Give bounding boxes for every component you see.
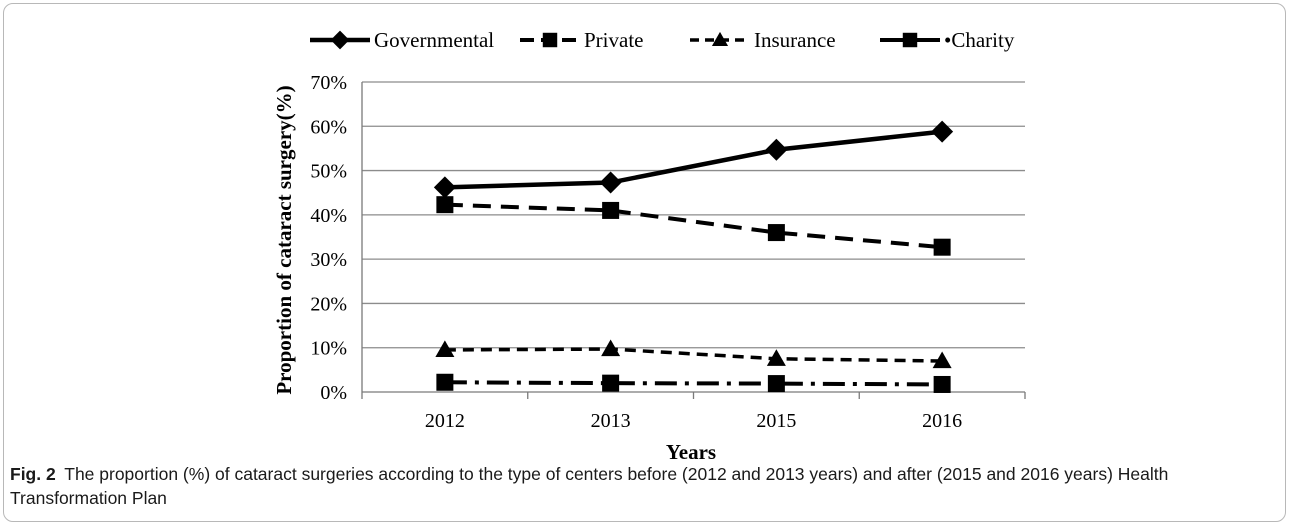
data-point-governmental <box>599 171 622 194</box>
y-tick-label: 70% <box>310 72 347 94</box>
legend-label-insurance: Insurance <box>754 28 836 52</box>
series-insurance <box>435 339 952 369</box>
x-tick-label: 2013 <box>591 410 631 432</box>
y-axis-label: Proportion of cataract surgery(%) <box>272 85 296 394</box>
x-tick-label: 2016 <box>922 410 962 432</box>
data-point-insurance <box>435 340 455 358</box>
y-tick-label: 10% <box>310 338 347 360</box>
legend-marker-charity <box>902 32 918 48</box>
data-point-insurance <box>766 349 786 366</box>
legend-marker-insurance <box>711 31 729 47</box>
x-axis-label: Years <box>666 440 716 460</box>
data-point-charity <box>767 375 785 393</box>
figure-label: Fig. 2 <box>10 464 56 484</box>
figure-frame <box>3 3 1286 522</box>
x-tick-label: 2012 <box>425 410 465 432</box>
legend-item-governmental: Governmental <box>310 28 494 52</box>
figure-caption: Fig. 2 The proportion (%) of cataract su… <box>10 462 1270 510</box>
legend-label-private: Private <box>584 28 643 52</box>
data-point-private <box>602 201 620 219</box>
series-private <box>436 196 951 256</box>
series-governmental <box>433 120 954 199</box>
legend-item-insurance: Insurance <box>690 28 836 52</box>
y-tick-label: 50% <box>310 161 347 183</box>
y-tick-label: 30% <box>310 249 347 271</box>
data-point-private <box>933 238 951 256</box>
legend: Governmental Private Insurance •Charity <box>310 28 1015 52</box>
series-line-governmental <box>444 129 943 190</box>
data-point-charity <box>436 373 454 391</box>
series-line-private <box>444 202 943 250</box>
legend-marker-governmental <box>330 30 350 50</box>
data-point-governmental <box>765 138 788 161</box>
data-point-insurance <box>601 339 621 357</box>
series-line-insurance <box>444 347 943 363</box>
line-chart: 0%10%20%30%40%50%60%70%2012 2013 2015 2016 … <box>272 28 1026 460</box>
legend-item-charity: •Charity <box>880 28 1015 52</box>
data-point-governmental <box>931 120 954 143</box>
x-tick-label: 2015 <box>756 410 796 432</box>
data-point-charity <box>933 375 951 393</box>
legend-marker-private <box>542 32 558 48</box>
legend-label-charity: •Charity <box>944 28 1015 52</box>
data-point-private <box>436 196 454 214</box>
gridlines <box>362 81 1025 349</box>
figure-caption-text: The proportion (%) of cataract surgeries… <box>10 464 1169 508</box>
axes: 0% 10% 20% 30% 40% 50% 60% 70% 2012 2013 2015 2016 <box>310 72 1026 432</box>
series-charity <box>436 373 951 393</box>
y-tick-label: 0% <box>320 382 347 404</box>
series-line-charity <box>444 380 943 387</box>
data-point-governmental <box>433 176 456 199</box>
y-tick-label: 40% <box>310 205 347 227</box>
data-point-insurance <box>932 351 952 369</box>
legend-label-governmental: Governmental <box>374 28 494 52</box>
data-point-charity <box>602 374 620 392</box>
series-layer <box>433 120 954 393</box>
data-point-private <box>767 224 785 242</box>
legend-item-private: Private <box>520 28 643 52</box>
y-tick-label: 60% <box>310 116 347 138</box>
y-tick-label: 20% <box>310 293 347 315</box>
